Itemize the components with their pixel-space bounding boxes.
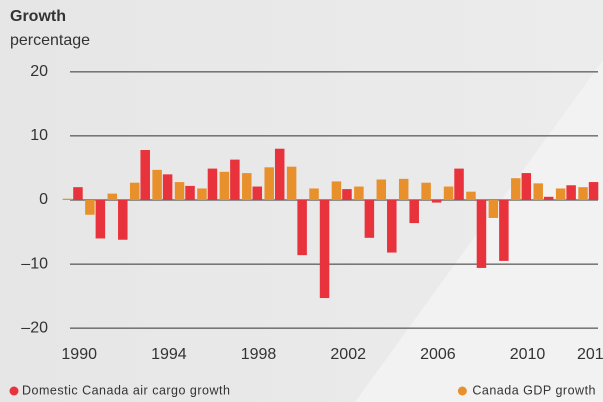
chart-title: Growth bbox=[10, 8, 66, 25]
bar bbox=[521, 173, 532, 200]
legend-label: Canada GDP growth bbox=[472, 383, 596, 397]
bar bbox=[197, 188, 207, 200]
bar bbox=[566, 185, 576, 200]
bar bbox=[319, 200, 330, 299]
x-tick-label: 1994 bbox=[151, 346, 187, 363]
bar bbox=[387, 200, 397, 253]
bar bbox=[286, 166, 297, 200]
x-tick-label: 2010 bbox=[510, 346, 546, 363]
bar bbox=[274, 148, 285, 200]
bar bbox=[309, 188, 319, 200]
x-tick-label: 2013 bbox=[577, 346, 603, 363]
bar bbox=[73, 187, 83, 200]
bar bbox=[162, 174, 173, 200]
x-tick-label: 1998 bbox=[241, 346, 277, 363]
bar bbox=[140, 150, 150, 200]
x-tick-label: 2006 bbox=[420, 346, 456, 363]
bar bbox=[85, 200, 95, 215]
x-tick-label: 1990 bbox=[61, 346, 97, 363]
bar bbox=[588, 182, 599, 200]
bar bbox=[533, 183, 543, 200]
y-tick-label: 20 bbox=[30, 63, 48, 80]
bar bbox=[488, 200, 499, 218]
bar bbox=[342, 189, 352, 200]
y-tick-label: 0 bbox=[39, 191, 48, 208]
bar bbox=[242, 173, 252, 200]
bar bbox=[431, 200, 442, 203]
bar bbox=[207, 168, 218, 200]
bar bbox=[376, 179, 387, 200]
bar bbox=[364, 200, 375, 238]
bar bbox=[62, 198, 73, 200]
legend-swatch bbox=[457, 386, 467, 396]
bar bbox=[398, 178, 409, 200]
bar bbox=[331, 181, 342, 200]
bar bbox=[354, 186, 364, 200]
bar bbox=[543, 196, 554, 200]
bar bbox=[555, 188, 566, 200]
bar bbox=[152, 169, 162, 200]
bar bbox=[443, 186, 454, 200]
chart-subtitle: percentage bbox=[10, 32, 90, 49]
bar bbox=[219, 171, 230, 200]
bar bbox=[118, 200, 128, 240]
y-tick-label: –20 bbox=[21, 319, 48, 336]
y-tick-label: 10 bbox=[30, 127, 48, 144]
bar bbox=[264, 167, 274, 200]
bar bbox=[185, 185, 195, 200]
bar bbox=[174, 182, 185, 200]
bar bbox=[252, 186, 263, 200]
bar bbox=[421, 182, 431, 200]
bar bbox=[511, 178, 521, 200]
bar bbox=[107, 193, 118, 200]
bar bbox=[297, 200, 307, 256]
bar bbox=[129, 182, 140, 200]
legend-label: Domestic Canada air cargo growth bbox=[22, 383, 230, 397]
bar bbox=[499, 200, 509, 261]
bar bbox=[230, 159, 240, 200]
bar bbox=[95, 200, 106, 239]
legend-swatch bbox=[9, 386, 19, 396]
bar bbox=[454, 168, 464, 200]
y-tick-label: –10 bbox=[21, 255, 48, 272]
bar bbox=[578, 187, 588, 200]
bar bbox=[466, 191, 476, 200]
bar bbox=[476, 200, 487, 268]
bar bbox=[409, 200, 419, 224]
x-tick-label: 2002 bbox=[330, 346, 366, 363]
